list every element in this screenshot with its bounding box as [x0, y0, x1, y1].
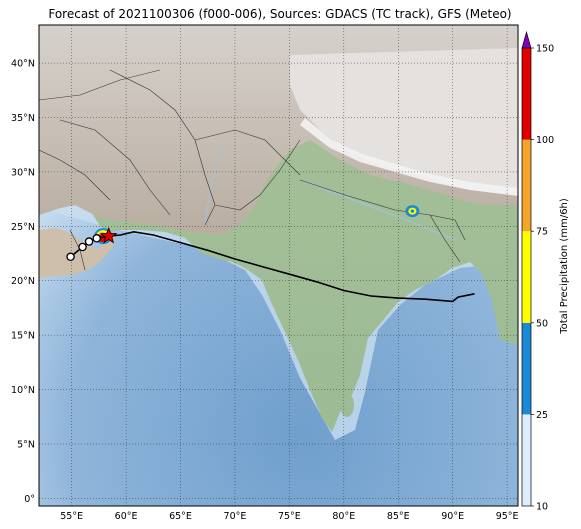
map-frame [38, 24, 519, 507]
colorbar-segment [522, 322, 531, 415]
lat-tick-label: 25°N [11, 222, 35, 233]
land-sri-lanka [340, 393, 354, 417]
lon-tick-label: 95°E [496, 511, 519, 522]
forecast-track-line [108, 230, 475, 303]
longitude-labels: 55°E 60°E 65°E 70°E 75°E 80°E 85°E 90°E 95°E [60, 511, 518, 522]
lat-tick-label: 20°N [11, 276, 35, 287]
river-indus [204, 149, 221, 226]
lon-tick-label: 85°E [387, 511, 410, 522]
colorbar-tick-label: 150 [536, 44, 554, 55]
river-ganges [299, 179, 456, 241]
colorbar-segment [522, 48, 531, 140]
lon-tick-label: 75°E [278, 511, 301, 522]
lon-tick-label: 55°E [60, 511, 83, 522]
lat-tick-label: 40°N [11, 59, 35, 70]
current-position-star-icon [100, 226, 118, 244]
colorbar-tick-label: 10 [536, 502, 548, 513]
colorbar-tick-label: 100 [536, 135, 554, 146]
land-tibet [290, 48, 518, 195]
lat-tick-label: 0° [24, 494, 35, 505]
colorbar-segment [522, 139, 531, 232]
past-position-marker [78, 242, 87, 252]
past-position-marker [92, 234, 101, 243]
colorbar-extend-arrow [521, 30, 532, 49]
colorbar-segment [522, 231, 531, 323]
precip-spot [410, 209, 415, 213]
colorbar-tick-label: 75 [536, 227, 548, 238]
precipitation-colorbar: 10 25 50 75 100 150 [521, 30, 554, 513]
colorbar-label: Total Precipitation (mm/6h) [559, 198, 570, 335]
lon-tick-label: 70°E [224, 511, 247, 522]
lon-tick-label: 90°E [441, 511, 464, 522]
lon-tick-label: 65°E [169, 511, 192, 522]
graticule [39, 25, 518, 506]
past-position-marker [84, 237, 94, 246]
latitude-labels: 0° 5°N 10°N 15°N 20°N 25°N 30°N 35°N 40°N [11, 59, 35, 505]
lat-tick-label: 15°N [11, 331, 35, 342]
colorbar-segment [522, 414, 531, 506]
land-arabia [39, 228, 115, 278]
lat-tick-label: 5°N [17, 439, 35, 450]
himalaya-snow [300, 118, 518, 196]
colorbar-tick-label: 25 [536, 410, 548, 421]
lat-tick-label: 10°N [11, 385, 35, 396]
lon-tick-label: 60°E [115, 511, 138, 522]
lat-tick-label: 35°N [11, 113, 35, 124]
lon-tick-label: 80°E [332, 511, 355, 522]
lat-tick-label: 30°N [11, 167, 35, 178]
past-position-marker [66, 252, 75, 262]
past-position-markers [66, 234, 109, 262]
map-title: Forecast of 2021100306 (f000-006), Sourc… [48, 7, 512, 21]
colorbar-tick-label: 50 [536, 318, 548, 329]
colorbar-frame [521, 47, 532, 507]
